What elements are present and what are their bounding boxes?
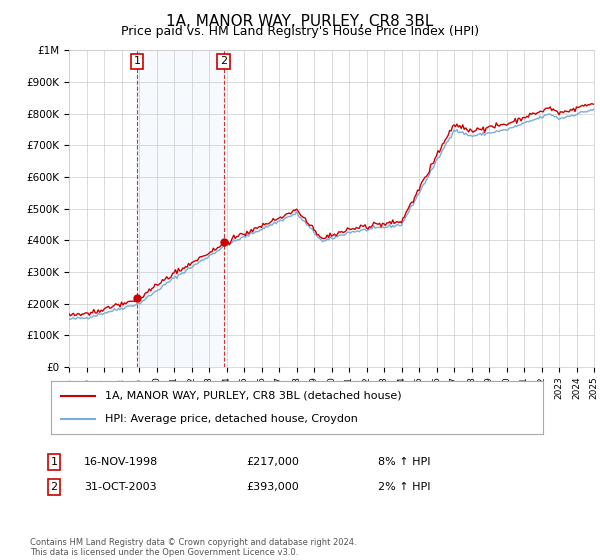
Text: Price paid vs. HM Land Registry's House Price Index (HPI): Price paid vs. HM Land Registry's House …	[121, 25, 479, 38]
Text: 31-OCT-2003: 31-OCT-2003	[84, 482, 157, 492]
Text: 8% ↑ HPI: 8% ↑ HPI	[378, 457, 431, 467]
Text: 2: 2	[220, 57, 227, 67]
Text: 1A, MANOR WAY, PURLEY, CR8 3BL (detached house): 1A, MANOR WAY, PURLEY, CR8 3BL (detached…	[105, 391, 402, 401]
Text: 16-NOV-1998: 16-NOV-1998	[84, 457, 158, 467]
Bar	[137, 50, 224, 367]
Text: Contains HM Land Registry data © Crown copyright and database right 2024.
This d: Contains HM Land Registry data © Crown c…	[30, 538, 356, 557]
Text: 1A, MANOR WAY, PURLEY, CR8 3BL: 1A, MANOR WAY, PURLEY, CR8 3BL	[166, 14, 434, 29]
Text: 1: 1	[50, 457, 58, 467]
Text: 2: 2	[50, 482, 58, 492]
Text: 2% ↑ HPI: 2% ↑ HPI	[378, 482, 431, 492]
Text: 1: 1	[133, 57, 140, 67]
Text: £393,000: £393,000	[246, 482, 299, 492]
Text: £217,000: £217,000	[246, 457, 299, 467]
Text: HPI: Average price, detached house, Croydon: HPI: Average price, detached house, Croy…	[105, 414, 358, 424]
